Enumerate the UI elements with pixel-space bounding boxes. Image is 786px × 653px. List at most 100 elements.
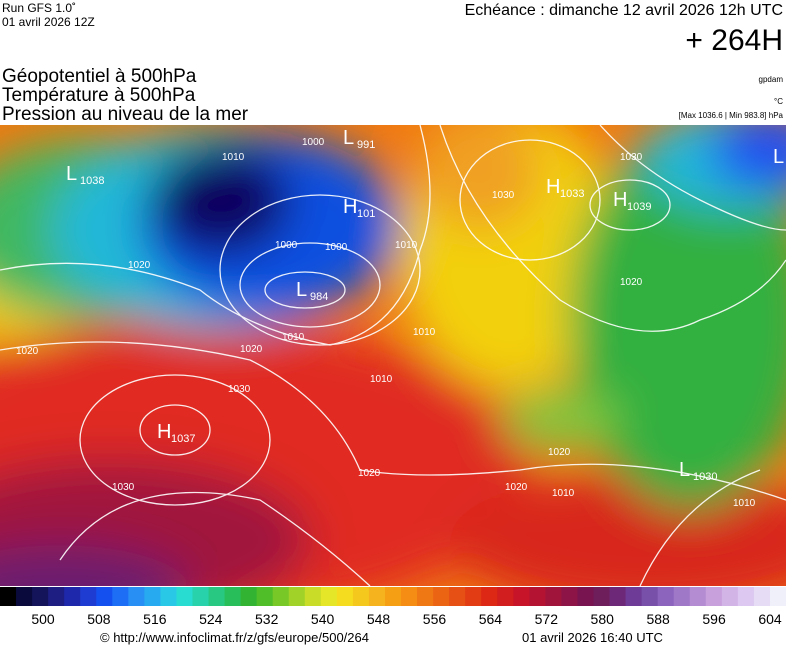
pressure-center-letter: H <box>343 196 357 218</box>
pressure-center-letter: H <box>613 189 627 211</box>
colorbar-swatch <box>48 587 65 606</box>
colorbar-swatch <box>80 587 97 606</box>
colorbar-swatch <box>304 587 322 606</box>
isobar-label: 1020 <box>128 260 151 271</box>
colorbar-swatch <box>352 587 370 606</box>
unit-celsius: °C <box>774 97 783 106</box>
colorbar-swatch <box>64 587 81 606</box>
colorbar-label: 588 <box>646 611 670 627</box>
pressure-center-value: 1038 <box>80 175 104 187</box>
isobar-label: 1030 <box>112 482 135 493</box>
colorbar-swatch <box>368 587 386 606</box>
footer-timestamp: 01 avril 2026 16:40 UTC <box>522 630 663 645</box>
colorbar-swatch <box>384 587 402 606</box>
colorbar-label: 532 <box>255 611 279 627</box>
colorbar-label: 556 <box>423 611 447 627</box>
isobar-label: 1010 <box>413 327 436 338</box>
pressure-center-value: 101 <box>357 208 375 220</box>
pressure-center-letter: L <box>66 163 77 185</box>
title-temperature: Température à 500hPa <box>2 85 196 106</box>
colorbar-label: 572 <box>535 611 559 627</box>
isobar-label: 1020 <box>505 482 528 493</box>
colorbar-swatch <box>449 587 466 606</box>
colorbar-label: 540 <box>311 611 335 627</box>
colorbar-swatch <box>272 587 290 606</box>
colorbar-swatch <box>769 587 786 606</box>
map <box>0 125 786 586</box>
colorbar-swatch <box>208 587 226 606</box>
colorbar-label: 580 <box>591 611 615 627</box>
colorbar-swatch <box>737 587 755 606</box>
pressure-center-letter: L <box>679 459 690 481</box>
colorbar-swatch <box>16 587 33 606</box>
colorbar-swatch <box>497 587 514 606</box>
isobar-label: 1010 <box>370 374 393 385</box>
pressure-center-value: 984 <box>310 291 328 303</box>
colorbar-label: 500 <box>31 611 55 627</box>
pressure-center-letter: H <box>546 176 560 198</box>
colorbar-label: 516 <box>143 611 167 627</box>
isobar-label: 1020 <box>240 344 263 355</box>
colorbar-swatch <box>753 587 771 606</box>
isobar-label: 1020 <box>548 447 571 458</box>
echeance: Echéance : dimanche 12 avril 2026 12h UT… <box>465 2 783 19</box>
colorbar-swatch <box>288 587 306 606</box>
colorbar-swatch <box>256 587 274 606</box>
pressure-center-value: 1037 <box>171 433 195 445</box>
colorbar-swatch <box>417 587 434 606</box>
isobar-label: 1020 <box>358 468 381 479</box>
colorbar-swatch <box>112 587 129 606</box>
colorbar-label: 564 <box>479 611 503 627</box>
colorbar-swatch <box>465 587 482 606</box>
unit-hpa: [Max 1036.6 | Min 983.8] hPa <box>679 111 784 120</box>
colorbar-swatch <box>320 587 338 606</box>
isobar-label: 1020 <box>16 346 39 357</box>
pressure-center-letter: L <box>773 146 784 168</box>
pressure-center-value: 991 <box>357 139 375 151</box>
title-geopotential: Géopotentiel à 500hPa <box>2 66 197 87</box>
colorbar-swatch <box>176 587 193 606</box>
pressure-center-value: 1039 <box>627 201 651 213</box>
isobar-label: 1030 <box>228 384 251 395</box>
pressure-center-letter: L <box>343 127 354 149</box>
colorbar-swatch <box>593 587 611 606</box>
colorbar-swatch <box>128 587 145 606</box>
colorbar: 500 508 516 524 532 540 548 556 564 572 580 588 596 6… <box>0 587 786 627</box>
pressure-center-value: 1033 <box>560 188 584 200</box>
colorbar-swatch <box>160 587 177 606</box>
colorbar-swatch <box>529 587 546 606</box>
pressure-center-letter: H <box>157 421 171 443</box>
colorbar-swatch <box>673 587 691 606</box>
colorbar-swatch <box>689 587 707 606</box>
unit-gpdam: gpdam <box>759 75 784 84</box>
pressure-center-letter: L <box>296 279 307 301</box>
init-label: 01 avril 2026 12Z <box>2 15 95 29</box>
isobar-label: 1000 <box>275 240 298 251</box>
isobar-label: 1010 <box>282 332 305 343</box>
colorbar-swatch <box>401 587 418 606</box>
colorbar-label: 548 <box>367 611 391 627</box>
isobar-label: 1020 <box>620 277 643 288</box>
colorbar-swatch <box>192 587 210 606</box>
colorbar-swatch <box>433 587 450 606</box>
colorbar-label: 524 <box>199 611 223 627</box>
footer-source: © http://www.infoclimat.fr/z/gfs/europe/… <box>100 630 369 645</box>
colorbar-label: 596 <box>702 611 726 627</box>
colorbar-swatch <box>705 587 723 606</box>
colorbar-swatch <box>721 587 739 606</box>
colorbar-swatch <box>625 587 643 606</box>
isobar-label: 1030 <box>492 190 515 201</box>
colorbar-swatch <box>481 587 498 606</box>
colorbar-swatch <box>513 587 530 606</box>
isobar-label: 1000 <box>325 242 348 253</box>
colorbar-swatch <box>240 587 258 606</box>
isobar-label: 1000 <box>302 137 325 148</box>
colorbar-swatch <box>144 587 161 606</box>
colorbar-swatch <box>609 587 627 606</box>
title-pressure: Pression au niveau de la mer <box>2 104 249 125</box>
colorbar-swatch <box>545 587 562 606</box>
colorbar-swatch <box>561 587 578 606</box>
colorbar-swatch <box>224 587 242 606</box>
colorbar-label: 508 <box>87 611 111 627</box>
